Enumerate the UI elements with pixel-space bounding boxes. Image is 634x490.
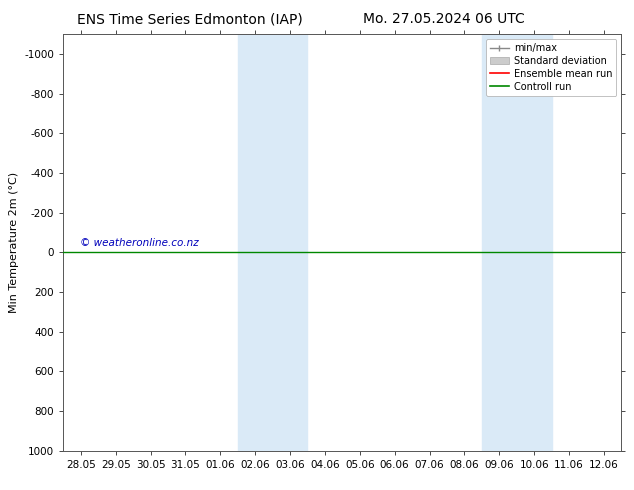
Bar xyxy=(482,34,552,451)
Text: ENS Time Series Edmonton (IAP): ENS Time Series Edmonton (IAP) xyxy=(77,12,303,26)
Y-axis label: Min Temperature 2m (°C): Min Temperature 2m (°C) xyxy=(9,172,19,313)
Text: © weatheronline.co.nz: © weatheronline.co.nz xyxy=(80,238,199,247)
Bar xyxy=(238,34,307,451)
Text: Mo. 27.05.2024 06 UTC: Mo. 27.05.2024 06 UTC xyxy=(363,12,525,26)
Legend: min/max, Standard deviation, Ensemble mean run, Controll run: min/max, Standard deviation, Ensemble me… xyxy=(486,39,616,96)
